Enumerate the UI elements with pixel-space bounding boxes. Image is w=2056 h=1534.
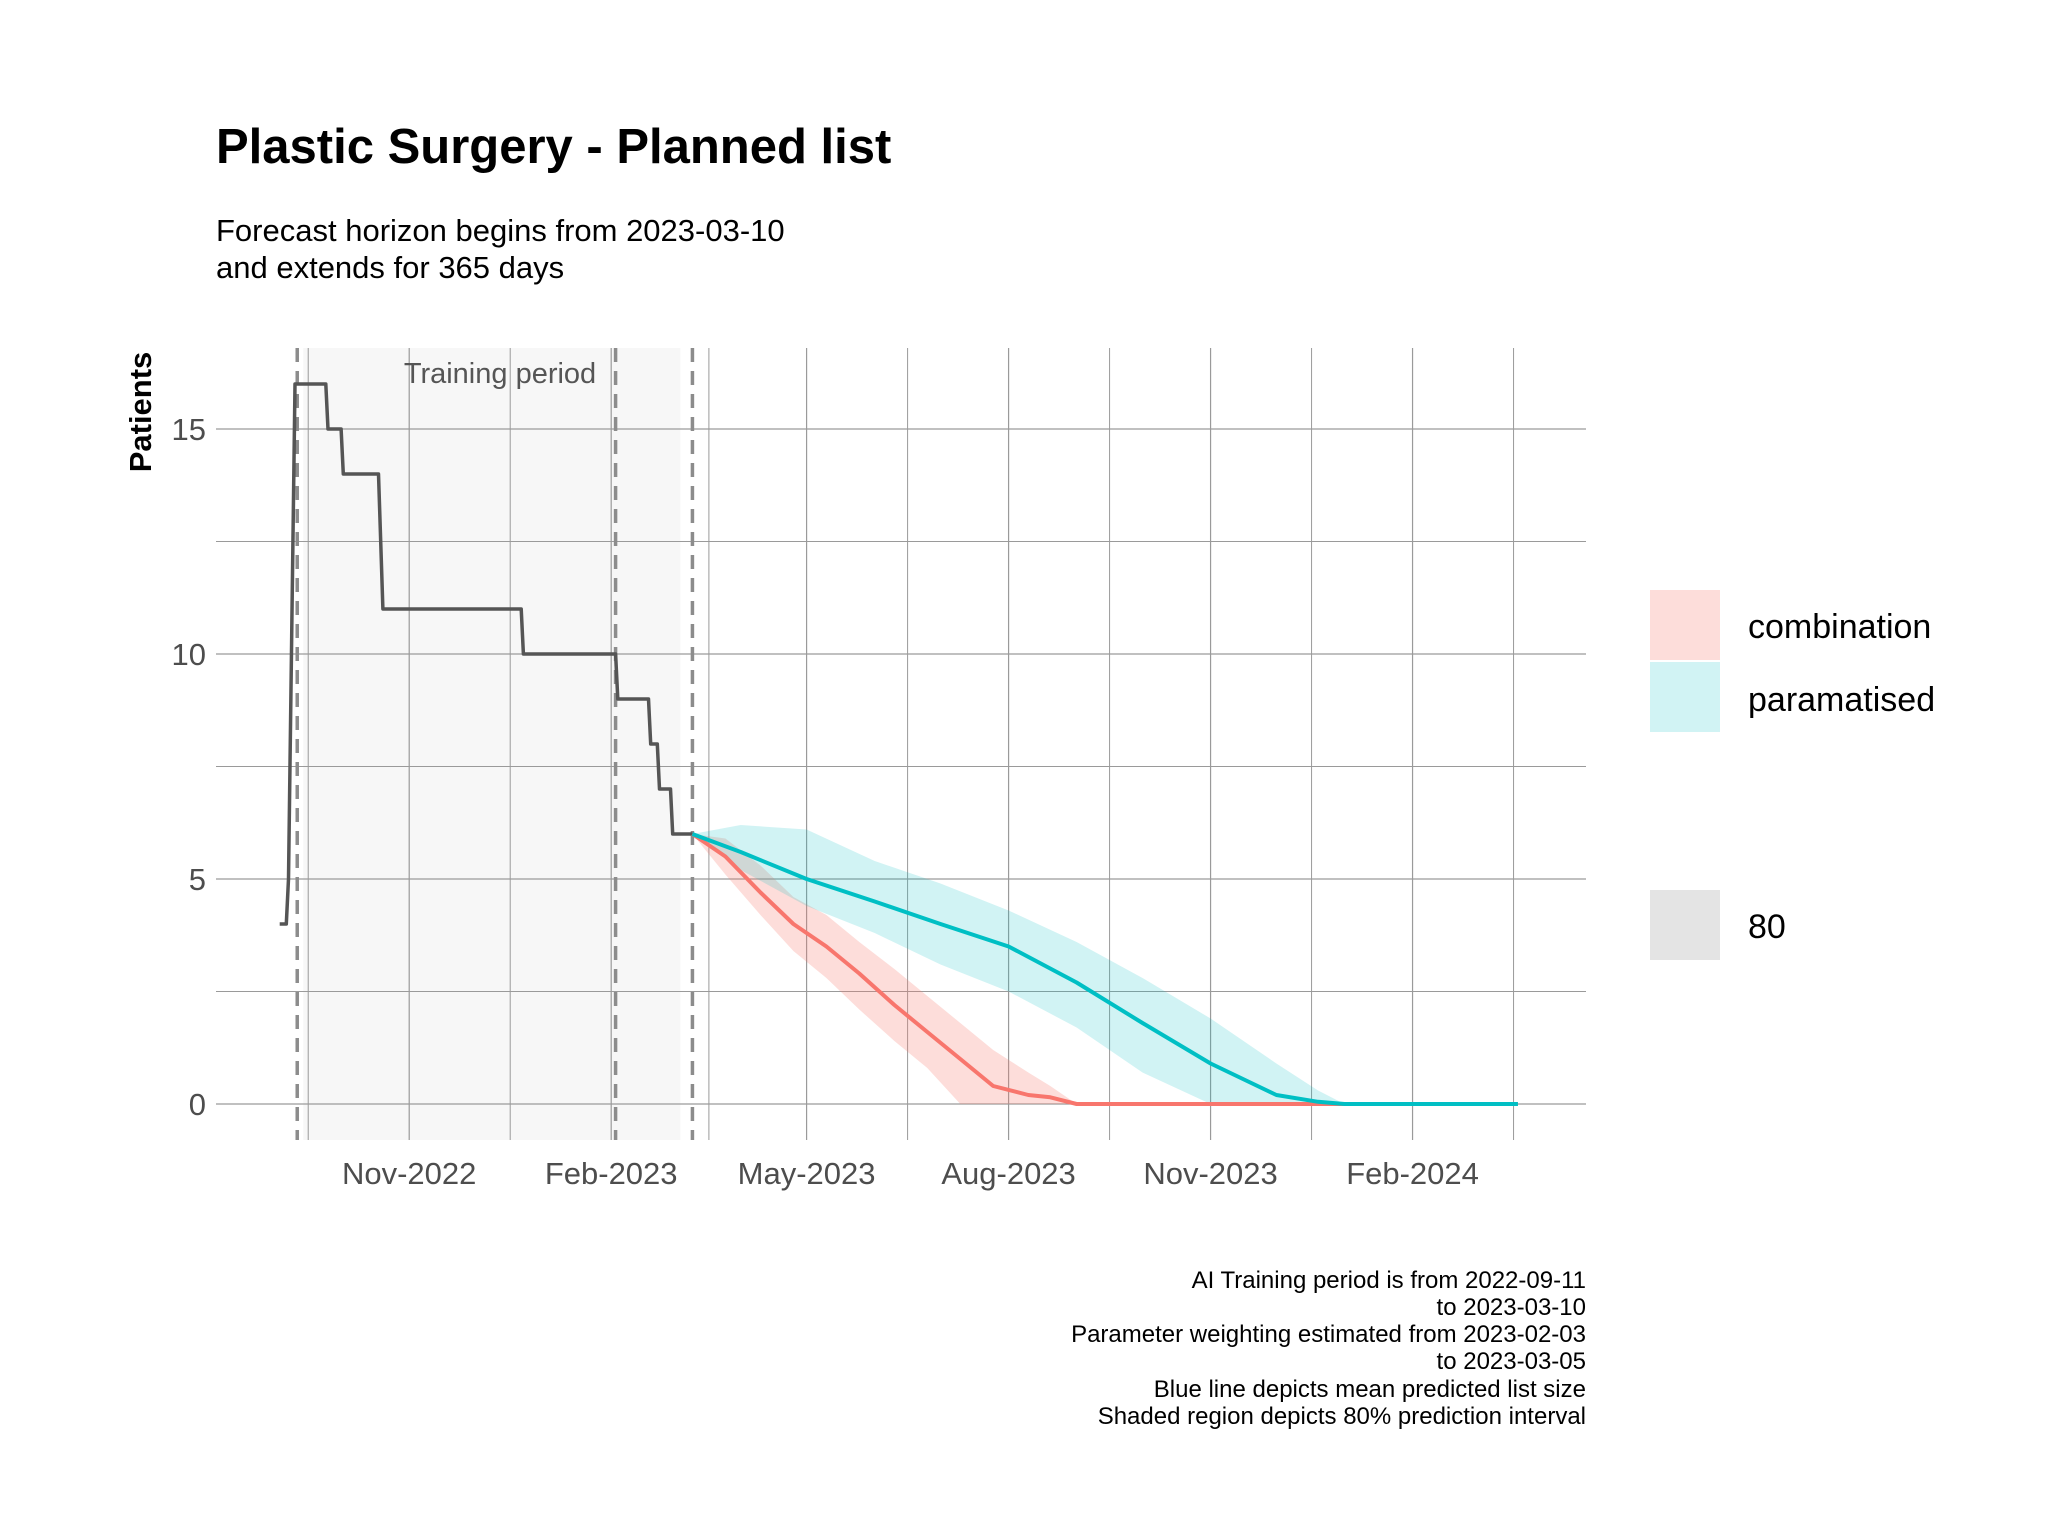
legend: combination paramatised 80 — [1650, 590, 1935, 960]
legend-label-interval: 80 — [1748, 908, 1786, 946]
x-tick-label: May-2023 — [738, 1156, 876, 1191]
caption-line-1: AI Training period is from 2022-09-11 — [1192, 1267, 1586, 1294]
caption: AI Training period is from 2022-09-11 to… — [1071, 1267, 1586, 1430]
x-tick-labels: Nov-2022 Feb-2023 May-2023 Aug-2023 Nov-2023… — [342, 1156, 1479, 1191]
x-tick-label: Feb-2023 — [545, 1156, 678, 1191]
mean-line-combination — [691, 832, 1518, 1106]
caption-line-4: to 2023-03-05 — [1437, 1348, 1586, 1375]
caption-line-6: Shaded region depicts 80% prediction int… — [1098, 1403, 1586, 1430]
observed-line — [279, 382, 693, 926]
x-tick-label: Nov-2023 — [1143, 1156, 1277, 1191]
legend-label-combination: combination — [1748, 608, 1931, 646]
prediction-bands — [692, 825, 1518, 1104]
y-tick-label: 5 — [189, 862, 206, 897]
chart-subtitle-line-1: Forecast horizon begins from 2023-03-10 — [216, 213, 785, 248]
y-tick-labels: 0 5 10 15 — [172, 412, 206, 1122]
caption-line-5: Blue line depicts mean predicted list si… — [1154, 1376, 1586, 1403]
training-period-label: Training period — [404, 358, 596, 390]
band-combination — [692, 834, 1518, 1104]
y-tick-label: 10 — [172, 637, 206, 672]
x-tick-label: Feb-2024 — [1346, 1156, 1479, 1191]
legend-key-interval — [1650, 890, 1720, 960]
chart-subtitle-line-2: and extends for 365 days — [216, 250, 564, 285]
legend-key-combination — [1650, 590, 1720, 660]
y-axis-label: Patients — [123, 352, 158, 473]
plot-background — [303, 348, 681, 1140]
legend-label-paramatised: paramatised — [1748, 681, 1935, 719]
caption-line-3: Parameter weighting estimated from 2023-… — [1071, 1321, 1586, 1348]
y-tick-label: 0 — [189, 1087, 206, 1122]
gridlines — [216, 348, 1586, 1140]
y-tick-label: 15 — [172, 412, 206, 447]
legend-key-paramatised — [1650, 662, 1720, 732]
caption-line-2: to 2023-03-10 — [1437, 1294, 1586, 1321]
x-tick-label: Aug-2023 — [941, 1156, 1075, 1191]
training-period-region — [303, 348, 681, 1140]
band-paramatised — [692, 825, 1518, 1104]
series-lines — [279, 382, 1518, 1106]
chart-title: Plastic Surgery - Planned list — [216, 120, 891, 174]
dashed-reference-lines — [295, 348, 695, 1140]
x-tick-label: Nov-2022 — [342, 1156, 476, 1191]
mean-line-paramatised — [691, 832, 1518, 1106]
